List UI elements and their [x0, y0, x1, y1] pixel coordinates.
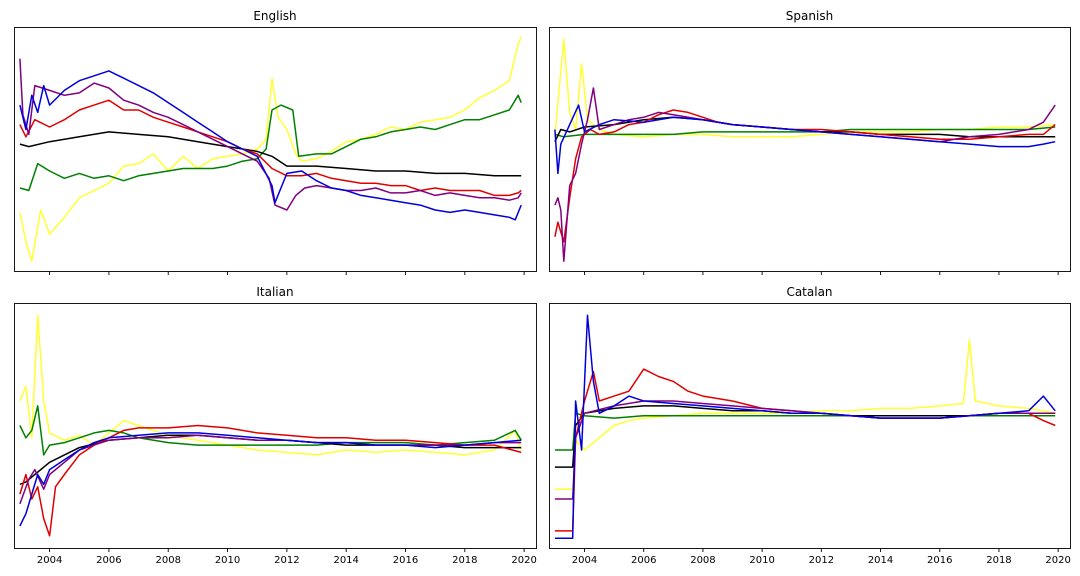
series-line-0 — [554, 339, 1056, 490]
x-tick-label: 2006 — [96, 555, 121, 566]
x-tick-label: 2008 — [156, 555, 181, 566]
axes-frame — [549, 27, 1071, 272]
x-tick-label: 2016 — [927, 555, 952, 566]
subplot-english: English — [14, 9, 537, 275]
panel-title: Spanish — [786, 9, 833, 23]
series-line-5 — [554, 314, 1056, 539]
series-line-3 — [554, 368, 1056, 532]
x-tick-label: 2012 — [809, 555, 834, 566]
x-tick-label: 2020 — [1045, 555, 1070, 566]
x-tick-label: 2020 — [511, 555, 536, 566]
series-line-1 — [554, 412, 1056, 451]
subplot-italian: Italian 2004 2006 2008 2010 2012 2014 2016 2018… — [14, 285, 537, 566]
x-tick-label: 2010 — [215, 555, 240, 566]
x-tick-label: 2016 — [393, 555, 418, 566]
series-line-3 — [19, 99, 522, 197]
x-tick-label: 2008 — [690, 555, 715, 566]
series-line-5 — [554, 104, 1056, 175]
axes-frame — [14, 303, 537, 549]
x-tick-label: 2014 — [868, 555, 893, 566]
x-tick-label: 2018 — [986, 555, 1011, 566]
series-line-3 — [19, 424, 522, 537]
x-tick-label: 2014 — [333, 555, 358, 566]
x-tick-label: 2004 — [572, 555, 597, 566]
series-line-4 — [19, 434, 522, 505]
series-line-3 — [554, 109, 1056, 243]
axes-frame — [14, 27, 537, 272]
subplot-catalan: Catalan 2004 2006 2008 2010 2012 2014 2016 2018… — [549, 285, 1071, 566]
panel-title: Catalan — [786, 285, 832, 299]
series-line-0 — [19, 36, 522, 262]
series-line-2 — [19, 131, 522, 177]
x-tick-label: 2004 — [37, 555, 62, 566]
series-line-1 — [19, 94, 522, 192]
series-line-5 — [19, 432, 522, 527]
series-line-1 — [554, 126, 1056, 138]
series-line-1 — [19, 405, 522, 456]
panel-title: English — [253, 9, 296, 23]
series-line-5 — [19, 70, 522, 221]
axes-frame — [549, 303, 1071, 549]
x-tick-label: 2006 — [631, 555, 656, 566]
x-tick-label: 2018 — [452, 555, 477, 566]
x-tick-label: 2012 — [274, 555, 299, 566]
panel-title: Italian — [256, 285, 293, 299]
x-tick-label: 2010 — [749, 555, 774, 566]
subplot-spanish: Spanish — [549, 9, 1071, 275]
series-line-4 — [554, 87, 1056, 262]
series-line-4 — [19, 58, 522, 211]
